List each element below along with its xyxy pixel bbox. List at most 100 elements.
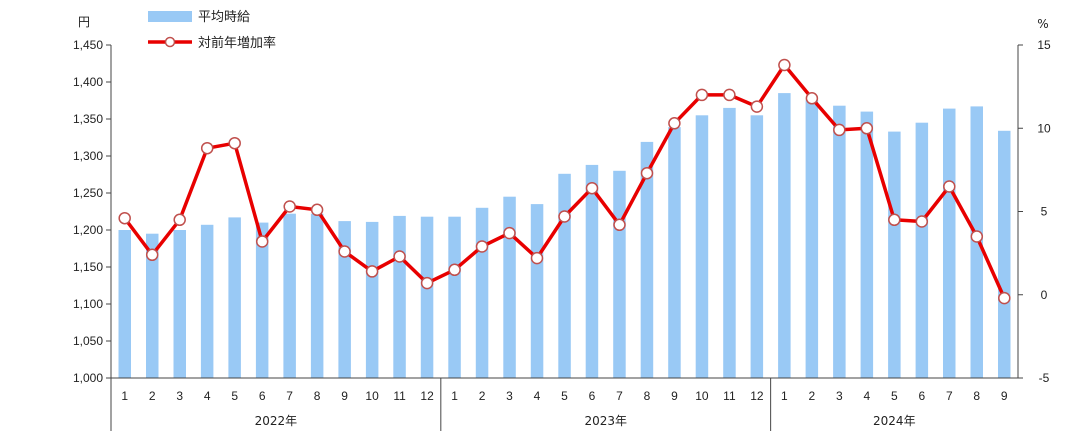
line-point bbox=[393, 250, 406, 263]
x-month-label: 5 bbox=[891, 389, 898, 403]
line-point bbox=[173, 213, 186, 227]
bar bbox=[750, 115, 764, 379]
y-left-tick-label: 1,050 bbox=[73, 334, 103, 348]
line-point bbox=[833, 123, 846, 137]
x-month-label: 10 bbox=[365, 389, 379, 403]
bar bbox=[805, 99, 819, 379]
bar bbox=[420, 216, 434, 378]
x-month-label: 2 bbox=[149, 389, 156, 403]
x-month-label: 12 bbox=[750, 389, 764, 403]
y-left-tick-label: 1,450 bbox=[73, 38, 103, 52]
line-point bbox=[255, 235, 269, 248]
line-point bbox=[668, 117, 681, 130]
line-point bbox=[970, 230, 984, 243]
x-month-label: 9 bbox=[671, 389, 678, 403]
y-right-tick-label: -5 bbox=[1039, 371, 1050, 385]
y-left-tick-label: 1,000 bbox=[73, 371, 103, 385]
bar bbox=[200, 224, 214, 378]
x-month-label: 8 bbox=[973, 389, 980, 403]
bar bbox=[668, 127, 681, 378]
line-point bbox=[723, 88, 736, 102]
line-point bbox=[448, 263, 461, 277]
line-point bbox=[420, 276, 434, 290]
y-left-unit-label: 円 bbox=[78, 15, 90, 29]
x-month-label: 11 bbox=[723, 389, 736, 403]
x-month-label: 7 bbox=[286, 389, 293, 403]
y-left-tick-label: 1,100 bbox=[73, 297, 103, 311]
line-point bbox=[943, 180, 956, 193]
x-month-label: 7 bbox=[946, 389, 953, 403]
x-month-label: 4 bbox=[204, 389, 211, 403]
x-month-label: 8 bbox=[314, 389, 321, 403]
bar bbox=[695, 115, 709, 379]
x-month-label: 7 bbox=[616, 389, 623, 403]
x-year-label: 2022年 bbox=[255, 414, 298, 428]
x-month-label: 1 bbox=[781, 389, 788, 403]
bar bbox=[585, 164, 599, 378]
x-month-label: 4 bbox=[534, 389, 541, 403]
x-month-label: 3 bbox=[506, 389, 513, 403]
x-month-label: 1 bbox=[451, 389, 458, 403]
bar bbox=[640, 141, 654, 378]
bar bbox=[778, 93, 791, 378]
bar bbox=[146, 233, 159, 378]
line-point bbox=[338, 245, 351, 258]
x-month-label: 9 bbox=[1001, 389, 1008, 403]
bar bbox=[448, 216, 461, 378]
line-point bbox=[695, 88, 709, 102]
x-month-label: 5 bbox=[231, 389, 238, 403]
bar bbox=[118, 230, 131, 378]
line-point bbox=[475, 240, 489, 253]
bar bbox=[173, 230, 186, 378]
line-point bbox=[750, 100, 764, 113]
x-month-label: 11 bbox=[393, 389, 406, 403]
bar bbox=[228, 217, 241, 378]
line-point bbox=[365, 265, 379, 278]
y-left-tick-label: 1,150 bbox=[73, 260, 103, 274]
y-right-unit-label: % bbox=[1037, 17, 1048, 31]
y-right-tick-label: 15 bbox=[1037, 38, 1051, 52]
y-right-tick-label: 0 bbox=[1041, 288, 1048, 302]
line-point bbox=[778, 58, 791, 72]
bar bbox=[888, 131, 901, 378]
bar bbox=[915, 122, 929, 378]
x-month-label: 8 bbox=[644, 389, 651, 403]
line-point bbox=[998, 291, 1011, 305]
x-month-label: 2 bbox=[809, 389, 816, 403]
bar bbox=[475, 207, 489, 378]
legend-line-marker bbox=[164, 36, 176, 48]
x-month-label: 1 bbox=[121, 389, 128, 403]
bar-series bbox=[118, 93, 1011, 379]
x-month-label: 10 bbox=[695, 389, 709, 403]
bar bbox=[393, 215, 406, 378]
bar bbox=[558, 173, 571, 378]
x-month-label: 6 bbox=[589, 389, 596, 403]
line-point bbox=[613, 218, 626, 232]
line-point bbox=[310, 203, 324, 217]
bar bbox=[998, 130, 1011, 378]
line-point bbox=[283, 200, 296, 213]
x-year-label: 2023年 bbox=[584, 414, 627, 428]
y-left-tick-label: 1,250 bbox=[73, 186, 103, 200]
x-month-label: 2 bbox=[479, 389, 486, 403]
y-left-tick-label: 1,400 bbox=[73, 75, 103, 89]
bar bbox=[283, 213, 296, 378]
y-left-tick-label: 1,350 bbox=[73, 112, 103, 126]
y-right-tick-label: 5 bbox=[1041, 205, 1048, 219]
line-point bbox=[530, 251, 544, 265]
line-point bbox=[640, 166, 654, 180]
legend-bar-swatch bbox=[148, 11, 192, 22]
line-point bbox=[200, 141, 214, 155]
bar bbox=[943, 108, 956, 378]
line-point bbox=[145, 248, 159, 262]
bar bbox=[503, 196, 516, 378]
y-left-tick-label: 1,300 bbox=[73, 149, 103, 163]
line-point bbox=[118, 211, 131, 225]
x-year-label: 2024年 bbox=[873, 414, 916, 428]
legend-label-line: 対前年増加率 bbox=[198, 35, 276, 51]
y-left-tick-label: 1,200 bbox=[73, 223, 103, 237]
y-right-tick-label: 10 bbox=[1037, 121, 1051, 135]
x-month-label: 3 bbox=[176, 389, 183, 403]
